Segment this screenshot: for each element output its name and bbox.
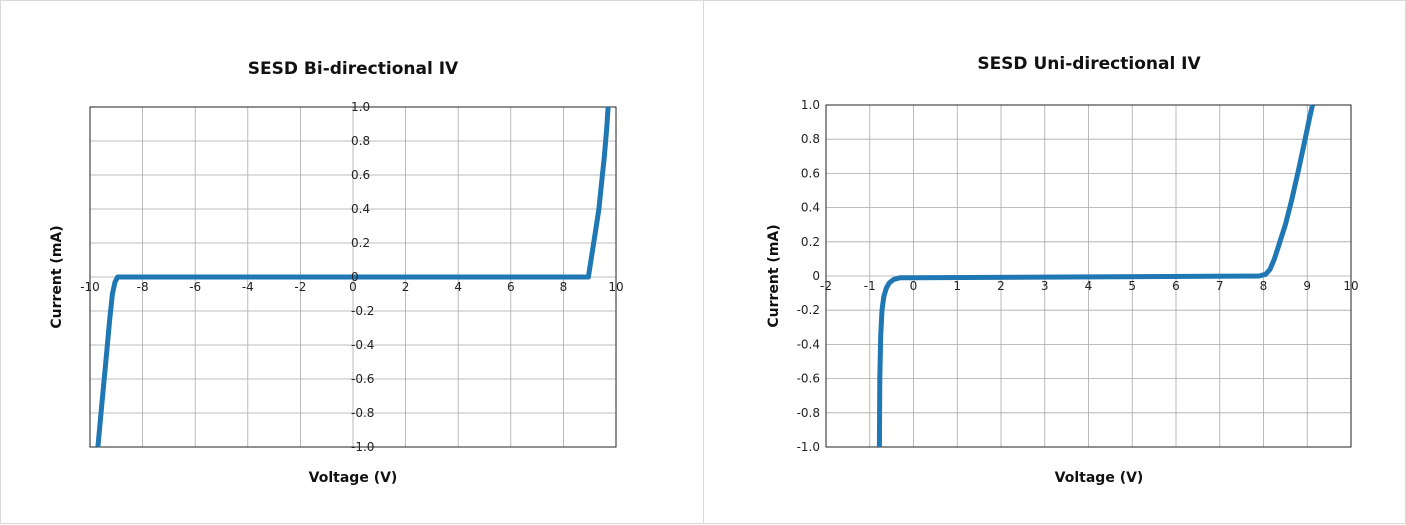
- x-tick-label: -1: [864, 279, 876, 293]
- x-tick-label: 6: [1172, 279, 1180, 293]
- y-tick-label: -0.2: [351, 304, 374, 318]
- x-tick-label: 0: [910, 279, 918, 293]
- iv-curve-line: [876, 104, 1315, 448]
- chart-panel-unidirectional: SESD Uni-directional IV -2 -1 0 1 2 3 4 5 6 7 8 9 10 -…: [703, 0, 1406, 524]
- y-tick-label: 0.4: [351, 202, 370, 216]
- y-tick-label: 1.0: [801, 98, 820, 112]
- x-tick-label: 2: [997, 279, 1005, 293]
- y-tick-label: 0: [812, 269, 820, 283]
- x-axis-label: Voltage (V): [1055, 470, 1144, 486]
- plot-area-frame: [89, 106, 617, 448]
- x-tick-label: -8: [137, 280, 149, 294]
- y-tick-label: -0.6: [351, 372, 374, 386]
- y-tick-label: -1.0: [797, 440, 820, 454]
- chart-title: SESD Uni-directional IV: [977, 54, 1201, 74]
- x-tick-label: 4: [1085, 279, 1093, 293]
- chart-panel-bidirectional: SESD Bi-directional IV -10 -8 -6 -4 -2 0 2 4 6 8 10…: [0, 0, 704, 524]
- x-tick-label: 5: [1128, 279, 1136, 293]
- y-tick-label: -0.6: [797, 372, 820, 386]
- x-axis-label: Voltage (V): [309, 470, 398, 486]
- x-tick-label: 0: [349, 280, 357, 294]
- y-tick-label: 0.4: [801, 201, 820, 215]
- x-tick-label: 9: [1303, 279, 1311, 293]
- x-tick-label: -6: [189, 280, 201, 294]
- y-tick-label: -0.8: [351, 406, 374, 420]
- y-tick-label: -1.0: [351, 440, 374, 454]
- y-tick-label: -0.4: [797, 337, 820, 351]
- x-tick-label: -4: [242, 280, 254, 294]
- x-tick-label: 6: [507, 280, 515, 294]
- y-tick-label: 0.2: [351, 236, 370, 250]
- x-tick-label: -2: [820, 279, 832, 293]
- y-tick-label: -0.4: [351, 338, 374, 352]
- y-tick-label: -0.8: [797, 406, 820, 420]
- y-tick-label: 0.8: [351, 134, 370, 148]
- y-tick-label: 0: [351, 270, 359, 284]
- y-tick-label: 0.8: [801, 132, 820, 146]
- x-tick-label: 4: [454, 280, 462, 294]
- x-tick-label: 2: [402, 280, 410, 294]
- y-axis-label: Current (mA): [49, 225, 65, 328]
- y-tick-label: 0.6: [351, 168, 370, 182]
- y-tick-label: 0.6: [801, 166, 820, 180]
- bidirectional-iv-chart: SESD Bi-directional IV -10 -8 -6 -4 -2 0 2 4 6 8 10…: [49, 59, 624, 486]
- x-tick-label: 10: [1343, 279, 1358, 293]
- y-tick-label: 1.0: [351, 100, 370, 114]
- x-tick-label: 1: [953, 279, 961, 293]
- x-tick-label: -2: [294, 280, 306, 294]
- chart-title: SESD Bi-directional IV: [248, 59, 459, 79]
- plot-area-frame: [825, 104, 1352, 448]
- y-tick-label: 0.2: [801, 235, 820, 249]
- x-tick-label: 3: [1041, 279, 1049, 293]
- y-axis-label: Current (mA): [766, 224, 782, 327]
- x-tick-label: 8: [560, 280, 568, 294]
- x-tick-label: -10: [80, 280, 100, 294]
- unidirectional-iv-chart: SESD Uni-directional IV -2 -1 0 1 2 3 4 5 6 7 8 9 10 -…: [766, 54, 1359, 486]
- x-tick-label: 10: [608, 280, 623, 294]
- iv-curve-line: [95, 106, 611, 448]
- x-tick-label: 8: [1260, 279, 1268, 293]
- x-tick-label: 7: [1216, 279, 1224, 293]
- y-tick-label: -0.2: [797, 303, 820, 317]
